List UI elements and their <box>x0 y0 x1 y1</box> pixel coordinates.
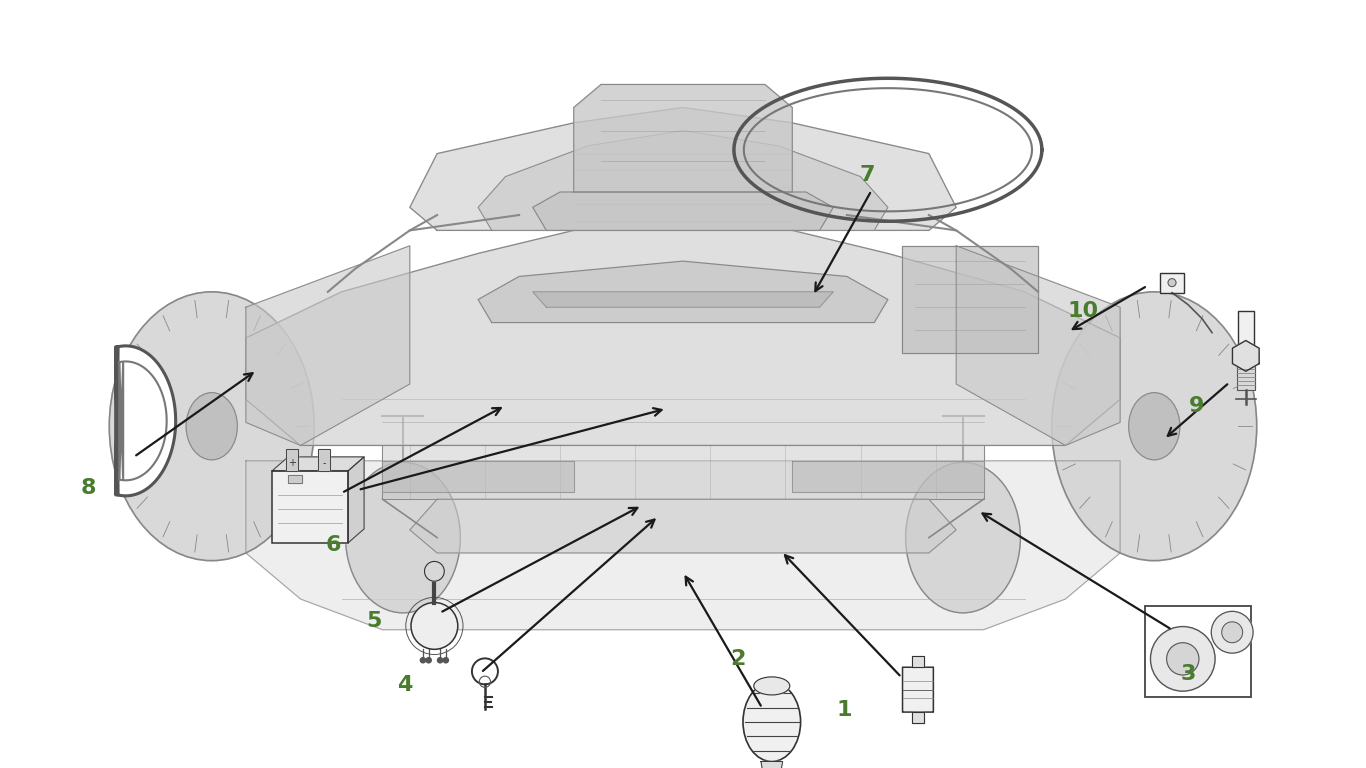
Circle shape <box>411 603 458 649</box>
Polygon shape <box>912 656 923 667</box>
Ellipse shape <box>1150 627 1216 691</box>
Circle shape <box>479 666 490 677</box>
Bar <box>1145 606 1251 697</box>
Bar <box>1238 311 1254 350</box>
Circle shape <box>425 561 444 581</box>
Text: 8: 8 <box>81 478 97 498</box>
Ellipse shape <box>743 682 800 762</box>
Text: 6: 6 <box>325 535 342 555</box>
Polygon shape <box>272 457 365 471</box>
Polygon shape <box>956 246 1120 445</box>
Ellipse shape <box>1052 292 1257 561</box>
Polygon shape <box>348 457 365 543</box>
Circle shape <box>421 657 426 663</box>
Polygon shape <box>246 246 410 445</box>
Polygon shape <box>1232 340 1259 371</box>
Polygon shape <box>574 84 792 192</box>
Ellipse shape <box>109 292 314 561</box>
Polygon shape <box>761 762 783 768</box>
Text: 5: 5 <box>366 611 382 631</box>
Text: 9: 9 <box>1188 396 1205 415</box>
Ellipse shape <box>754 677 790 695</box>
Bar <box>902 246 1038 353</box>
Bar <box>1160 273 1184 293</box>
Bar <box>285 449 298 471</box>
Polygon shape <box>410 499 956 553</box>
Text: 1: 1 <box>836 700 852 720</box>
Text: +: + <box>288 458 296 468</box>
Ellipse shape <box>346 462 460 613</box>
Bar <box>288 475 302 483</box>
Bar <box>285 449 298 471</box>
Polygon shape <box>246 230 1120 445</box>
Text: 2: 2 <box>729 649 746 669</box>
Ellipse shape <box>186 392 238 460</box>
Ellipse shape <box>906 462 1020 613</box>
Bar <box>318 449 331 471</box>
Polygon shape <box>478 131 888 230</box>
Polygon shape <box>410 108 956 230</box>
Ellipse shape <box>1221 622 1243 643</box>
Circle shape <box>437 657 443 663</box>
Polygon shape <box>792 461 984 492</box>
Polygon shape <box>478 261 888 323</box>
Bar <box>1238 311 1254 350</box>
Ellipse shape <box>1128 392 1180 460</box>
Ellipse shape <box>1212 611 1253 653</box>
Polygon shape <box>246 461 1120 630</box>
Bar <box>1236 366 1255 389</box>
Bar <box>272 471 348 543</box>
FancyBboxPatch shape <box>903 667 933 712</box>
Text: 7: 7 <box>859 165 876 185</box>
Circle shape <box>443 657 448 663</box>
Polygon shape <box>382 445 984 499</box>
Polygon shape <box>912 712 923 723</box>
Bar <box>272 471 348 543</box>
Circle shape <box>1168 279 1176 286</box>
Polygon shape <box>533 192 833 230</box>
Bar <box>902 246 1038 353</box>
Bar <box>1160 273 1184 293</box>
Ellipse shape <box>1167 643 1199 675</box>
Polygon shape <box>533 292 833 307</box>
Bar <box>1236 366 1255 389</box>
Text: 3: 3 <box>1180 664 1197 684</box>
Text: 10: 10 <box>1068 301 1098 321</box>
Circle shape <box>426 657 432 663</box>
Polygon shape <box>116 346 176 496</box>
Text: -: - <box>322 458 326 468</box>
Polygon shape <box>382 461 574 492</box>
Bar <box>1145 606 1251 697</box>
Text: 4: 4 <box>396 675 413 695</box>
Bar <box>318 449 331 471</box>
Bar <box>288 475 302 483</box>
